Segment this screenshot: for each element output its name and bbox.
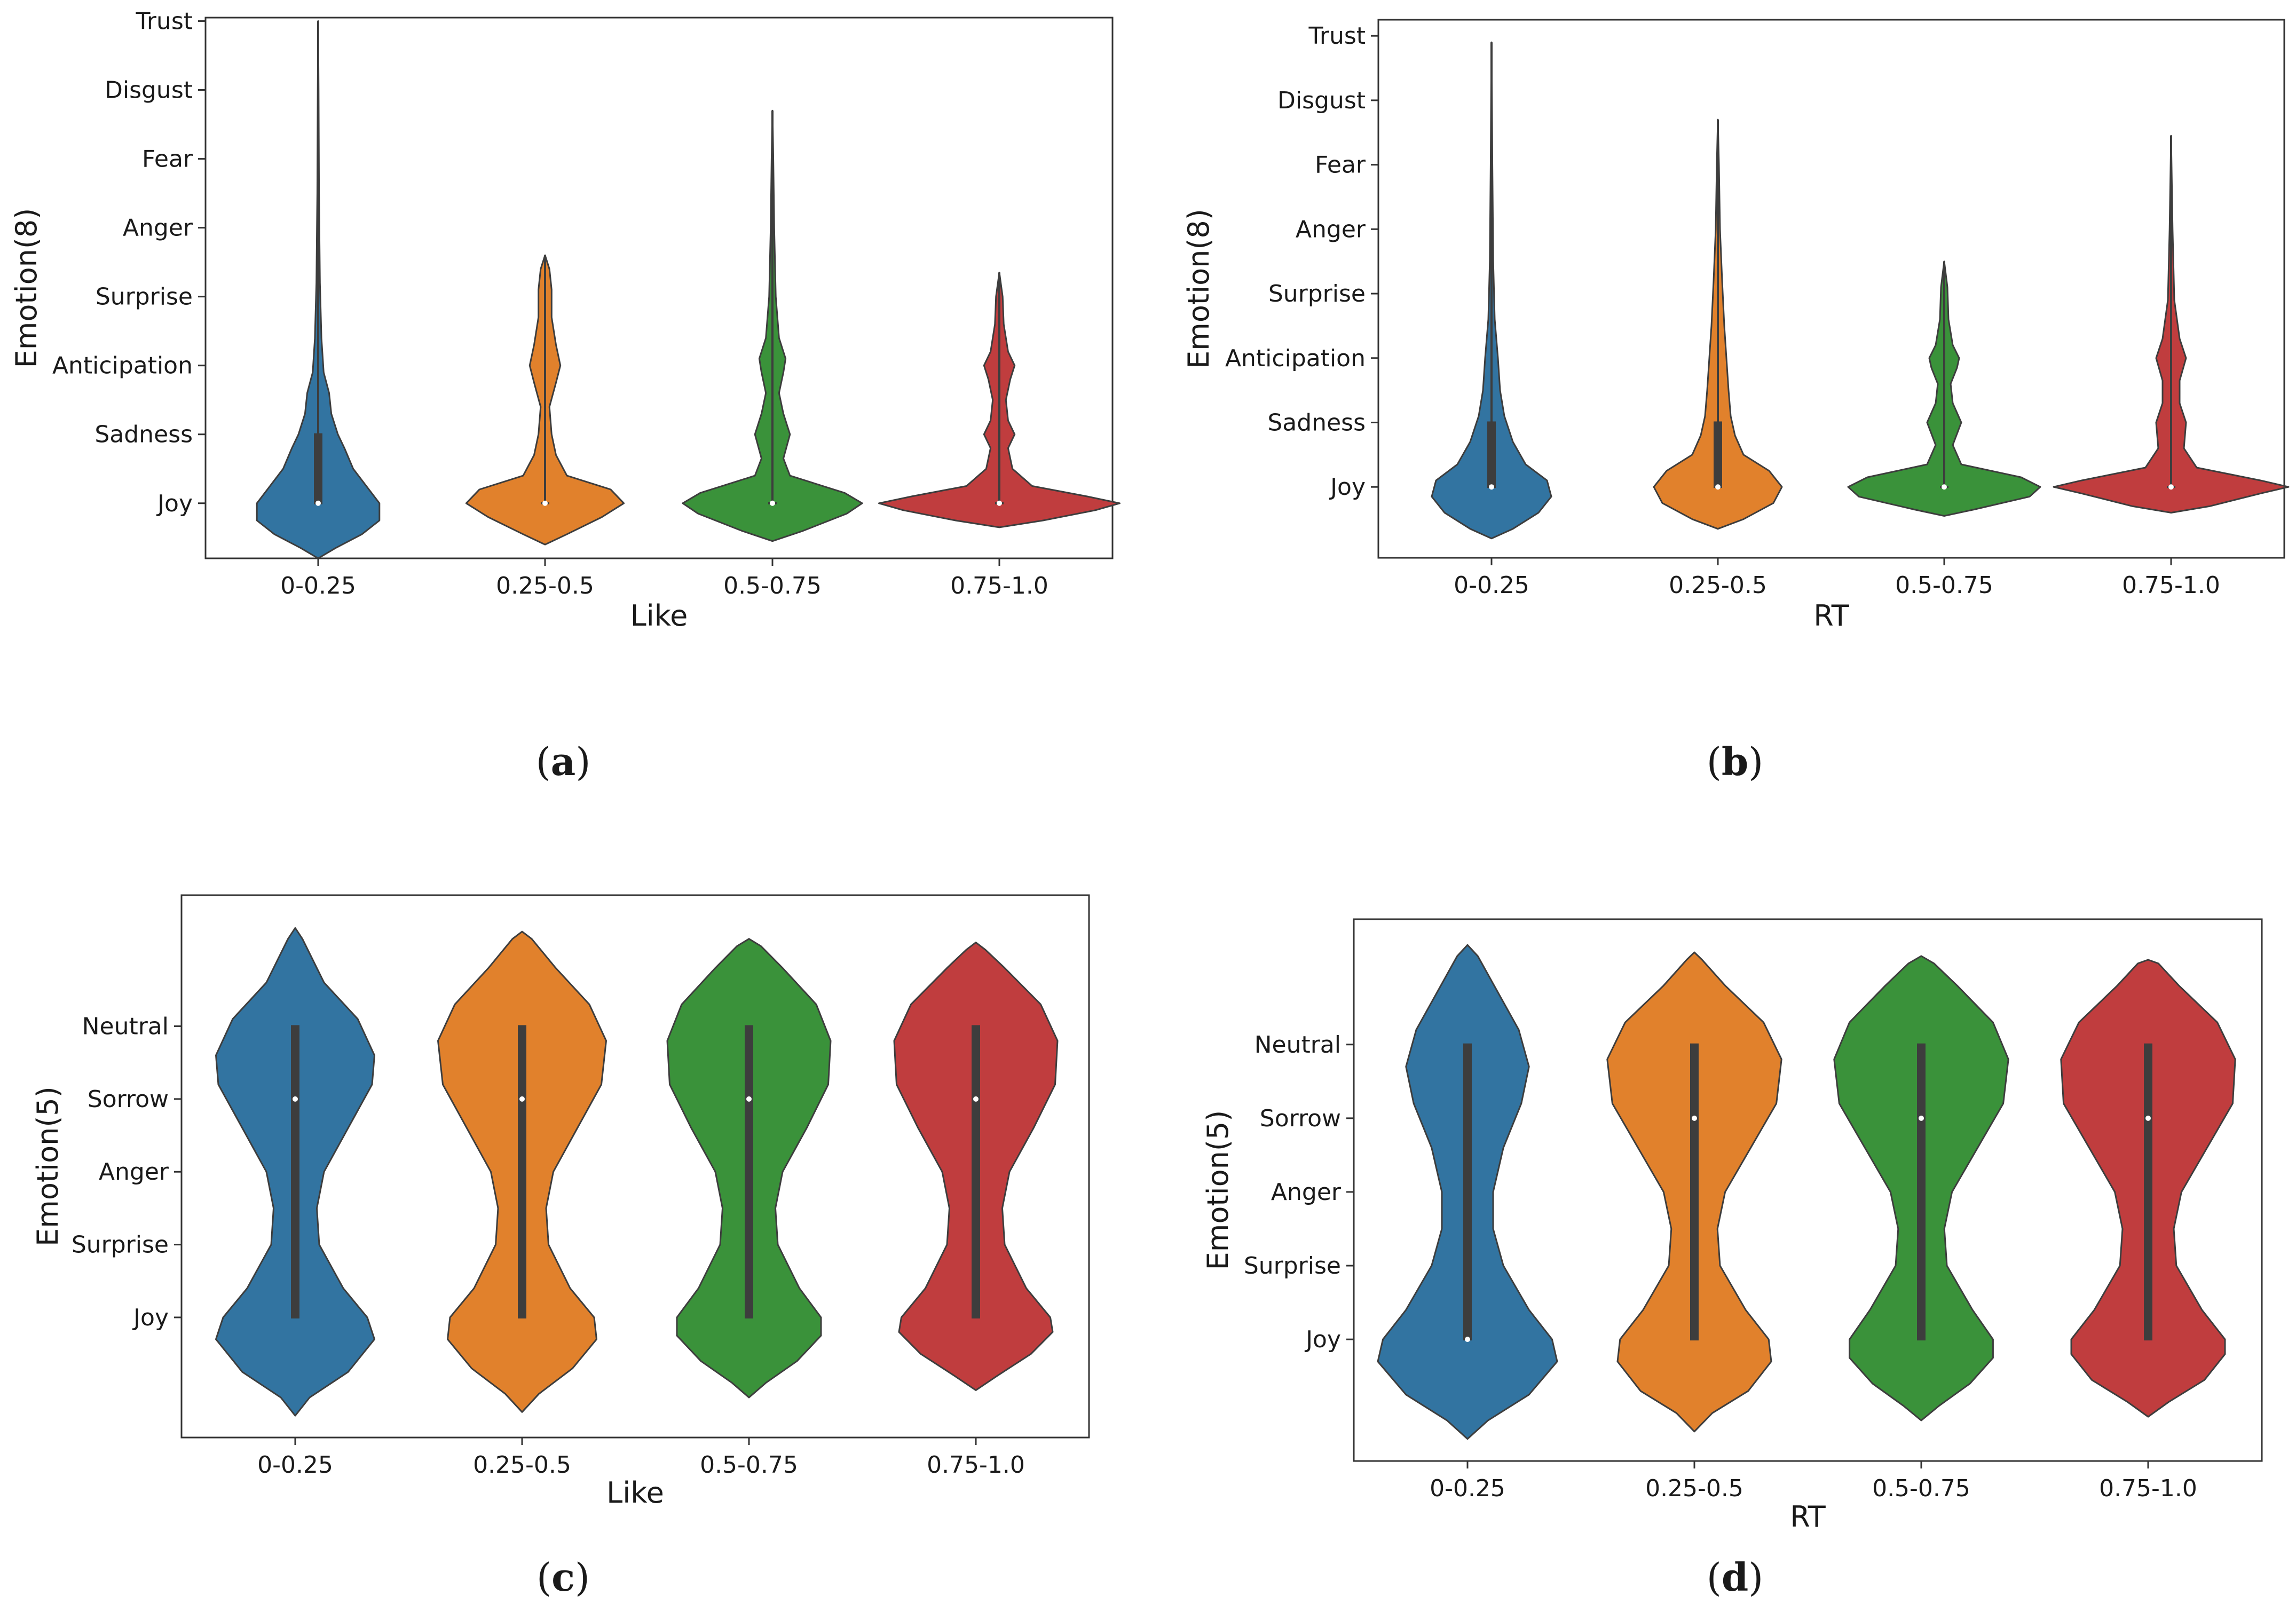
median-dot-0-25-0-5 [1715,484,1721,490]
y-tick-label-anger: Anger [1271,1179,1342,1206]
panel-caption-letter: b [1722,739,1748,784]
panel-c: Joy Surprise Anger Sorrow Neutral 0-0.25 0.25… [31,894,1090,1600]
panel-caption: (b) [1707,739,1764,784]
median-dot-0-75-1-0 [973,1096,979,1102]
median-dot-0-75-1-0 [2145,1115,2151,1121]
y-tick-label-anger: Anger [123,215,193,242]
iqr-box-0-0-25 [291,1025,299,1318]
y-tick-label-anger: Anger [99,1158,169,1186]
x-axis-title: Like [606,1476,664,1510]
y-tick-label-disgust: Disgust [105,76,193,104]
y-axis-title: Emotion(8) [1182,209,1216,369]
y-tick-label-sorrow: Sorrow [1260,1105,1341,1132]
y-tick-label-joy: Joy [1304,1326,1341,1353]
y-axis-title: Emotion(5) [1201,1110,1235,1270]
panel-b: Joy Sadness Anticipation Surprise Anger Fear D… [1182,19,2290,784]
median-dot-0-0-25 [1465,1337,1470,1342]
x-tick-label-0-25-0-5: 0.25-0.5 [496,572,594,599]
x-tick-label-0-0-25: 0-0.25 [280,572,356,599]
y-tick-label-anger: Anger [1296,216,1366,243]
median-dot-0-25-0-5 [519,1096,525,1102]
x-tick-label-0-75-1-0: 0.75-1.0 [927,1451,1025,1479]
y-tick-label-joy: Joy [132,1304,169,1331]
panel-caption-letter: a [551,739,576,784]
panel-caption: (a) [536,739,591,784]
iqr-box-0-25-0-5 [518,1025,526,1318]
x-axis-title: Like [630,599,688,633]
x-tick-label-0-25-0-5: 0.25-0.5 [1669,572,1767,599]
y-tick-label-sorrow: Sorrow [88,1086,169,1113]
plot-frame [1353,918,2263,1462]
y-axis-title: Emotion(5) [31,1086,65,1246]
median-dot-0-5-0-75 [770,500,775,506]
y-tick-label-surprise: Surprise [1268,280,1366,307]
y-tick-label-anticipation: Anticipation [52,352,193,380]
x-tick-label-0-75-1-0: 0.75-1.0 [2122,572,2220,599]
median-dot-0-5-0-75 [1942,484,1947,490]
x-tick-label-0-5-0-75: 0.5-0.75 [1895,572,1993,599]
iqr-box-0-0-25 [1487,421,1496,488]
median-dot-0-0-25 [293,1096,298,1102]
y-tick-label-fear: Fear [1315,152,1366,179]
x-tick-label-0-25-0-5: 0.25-0.5 [473,1451,571,1479]
x-axis-title: RT [1813,599,1850,633]
iqr-box-0-5-0-75 [745,1025,753,1318]
iqr-box-0-25-0-5 [1714,421,1722,488]
plot-frame [1377,19,2285,559]
y-tick-label-trust: Trust [1308,22,1366,50]
panel-caption: (c) [536,1554,590,1600]
iqr-box-0-75-1-0 [972,1025,980,1318]
y-tick-label-surprise: Surprise [72,1231,169,1259]
median-dot-0-75-1-0 [997,500,1002,506]
plot-frame [180,894,1090,1439]
x-tick-label-0-75-1-0: 0.75-1.0 [950,572,1048,599]
x-tick-label-0-5-0-75: 0.5-0.75 [1872,1475,1970,1502]
y-tick-label-joy: Joy [156,490,193,517]
iqr-box-0-5-0-75 [1917,1043,1926,1341]
panel-a: Joy Sadness Anticipation Surprise Anger Fear D… [10,7,1121,784]
y-tick-label-neutral: Neutral [82,1013,169,1040]
y-tick-label-anticipation: Anticipation [1225,345,1366,372]
median-dot-0-0-25 [1489,484,1494,490]
y-tick-label-surprise: Surprise [1244,1252,1341,1280]
iqr-box-0-75-1-0 [2144,1043,2152,1341]
median-dot-0-25-0-5 [1692,1115,1697,1121]
x-tick-label-0-25-0-5: 0.25-0.5 [1645,1475,1743,1502]
median-dot-0-5-0-75 [746,1096,752,1102]
iqr-box-0-25-0-5 [1690,1043,1699,1341]
panel-caption-letter: c [551,1554,575,1600]
plot-frame [204,17,1114,559]
median-dot-0-5-0-75 [1919,1115,1924,1121]
panel-caption-letter: d [1722,1554,1748,1600]
y-axis-title: Emotion(8) [10,208,43,368]
x-tick-label-0-5-0-75: 0.5-0.75 [723,572,822,599]
y-tick-label-trust: Trust [135,7,193,35]
y-tick-label-joy: Joy [1329,473,1366,501]
y-tick-label-fear: Fear [142,146,193,173]
x-tick-label-0-0-25: 0-0.25 [1454,572,1529,599]
median-dot-0-25-0-5 [542,500,548,506]
panel-d: Joy Surprise Anger Sorrow Neutral 0-0.25 0.25… [1201,918,2263,1600]
y-tick-label-sadness: Sadness [94,421,193,448]
median-dot-0-0-25 [315,500,321,506]
x-tick-label-0-5-0-75: 0.5-0.75 [700,1451,798,1479]
x-tick-label-0-75-1-0: 0.75-1.0 [2099,1475,2197,1502]
y-tick-label-neutral: Neutral [1254,1031,1341,1059]
iqr-box-0-0-25 [1463,1043,1472,1341]
x-tick-label-0-0-25: 0-0.25 [257,1451,333,1479]
iqr-box-0-0-25 [314,433,322,504]
y-tick-label-surprise: Surprise [96,283,193,311]
x-axis-title: RT [1790,1500,1826,1534]
panel-caption: (d) [1707,1554,1764,1600]
y-tick-label-sadness: Sadness [1267,409,1366,436]
x-tick-label-0-0-25: 0-0.25 [1430,1475,1505,1502]
median-dot-0-75-1-0 [2168,484,2174,490]
y-tick-label-disgust: Disgust [1277,87,1366,114]
